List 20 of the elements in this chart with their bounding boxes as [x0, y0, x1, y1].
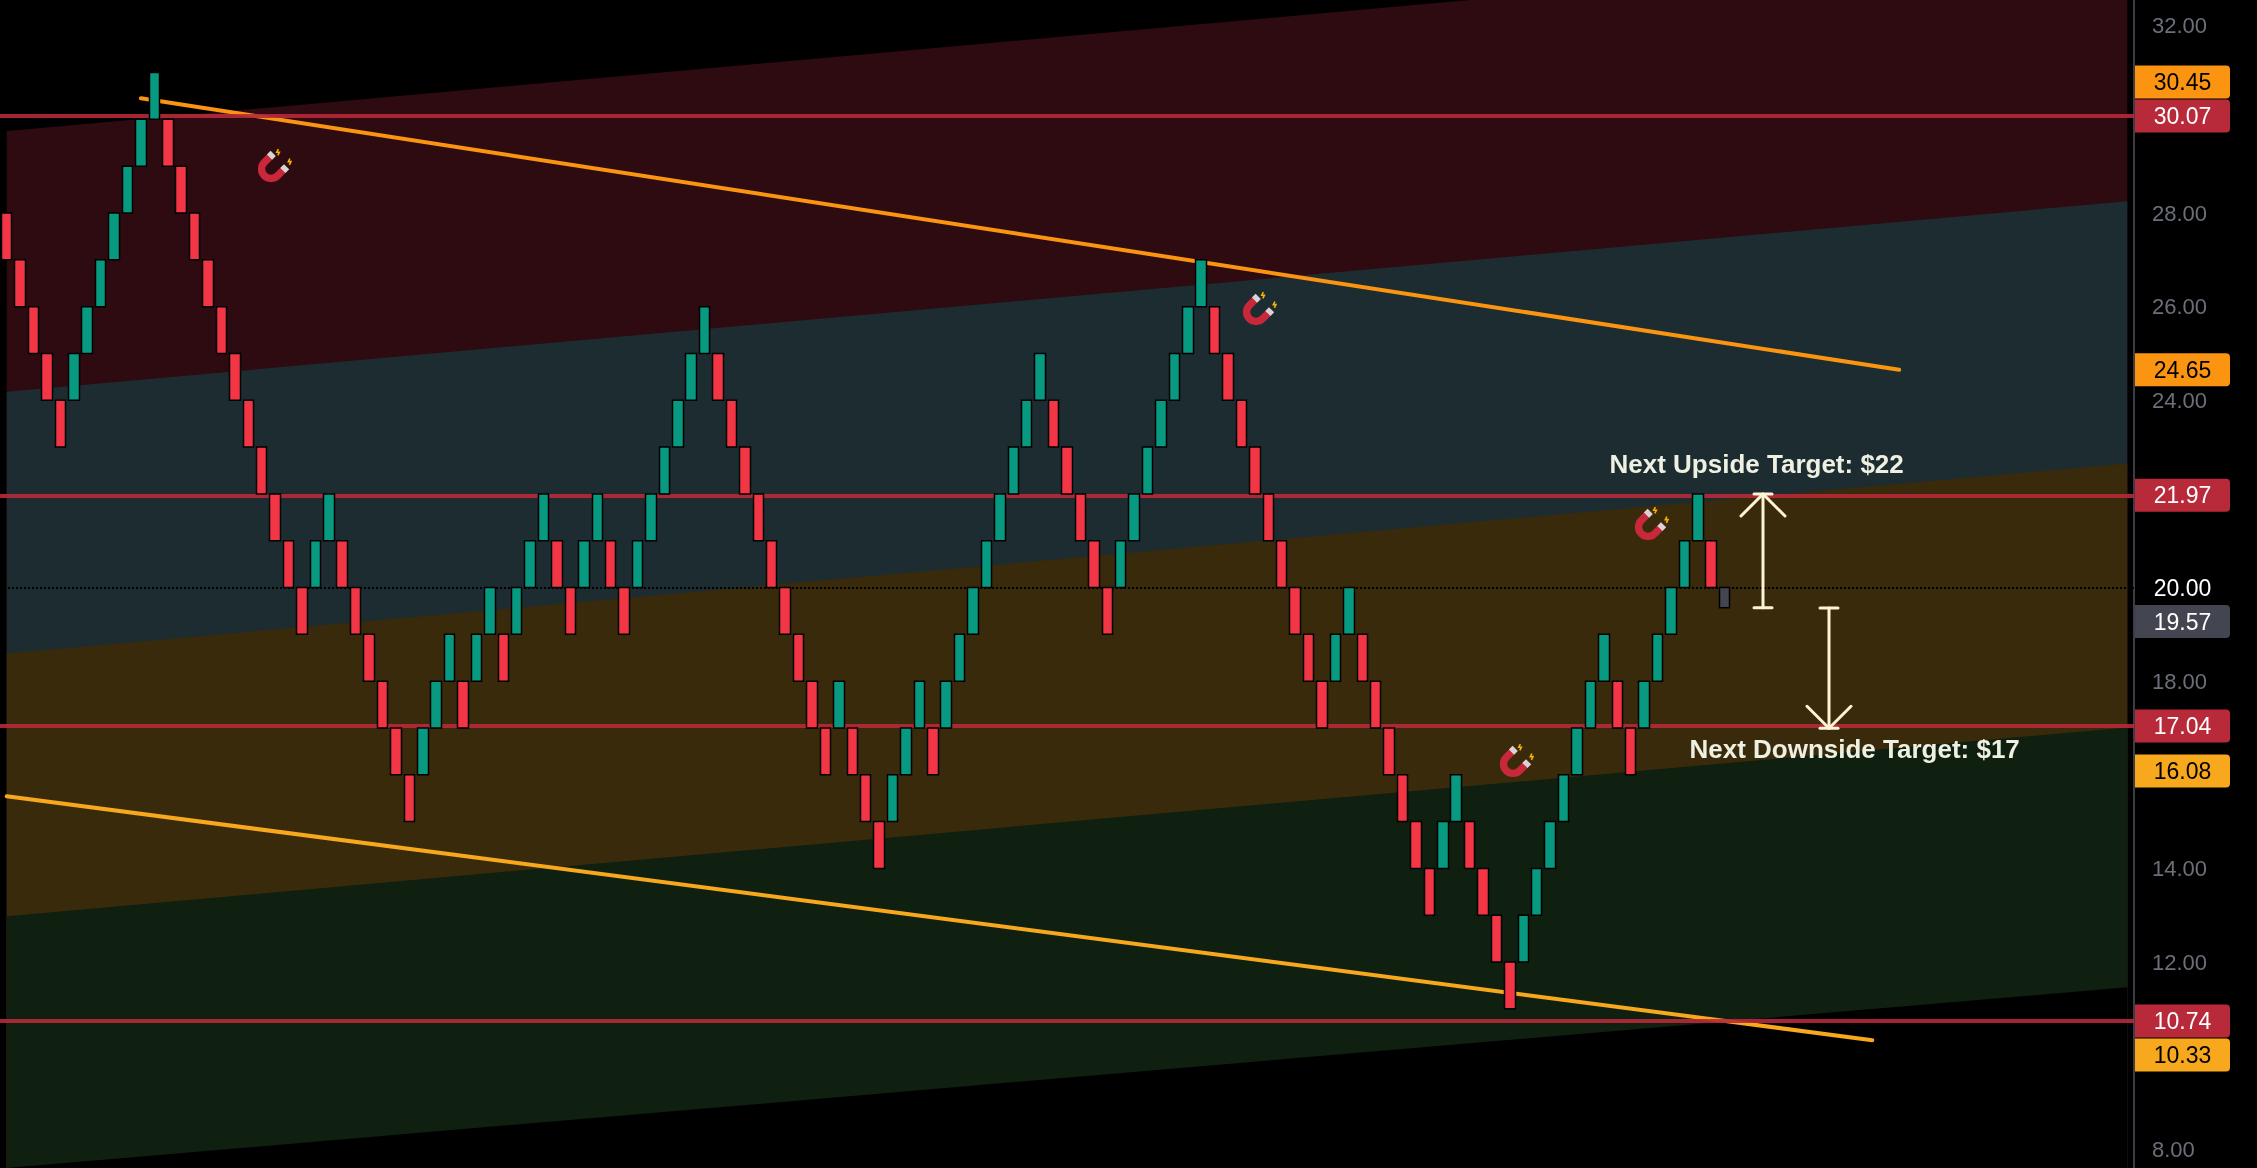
y-tick-label: 18.00 [2152, 668, 2208, 694]
y-tick-label: 32.00 [2152, 13, 2208, 39]
text: 19.57 [2153, 608, 2212, 635]
text: 10.33 [2153, 1042, 2212, 1069]
y-tick-label: 28.00 [2152, 200, 2208, 226]
annotation: Next Downside Target: $17 [1689, 733, 2020, 764]
y-tick-label: 14.00 [2152, 855, 2208, 881]
y-tick-label: 24.00 [2152, 387, 2208, 413]
ref-line-label: 21.97 [2153, 482, 2212, 509]
ref-line-label: 10.74 [2153, 1008, 2212, 1035]
text: 30.45 [2153, 69, 2212, 96]
ref-line-label: 20.00 [2153, 574, 2212, 601]
annotation: Next Upside Target: $22 [1609, 448, 1904, 479]
y-tick-label: 26.00 [2152, 294, 2208, 320]
y-tick-label: 12.00 [2152, 949, 2208, 975]
ref-line-label: 30.07 [2153, 103, 2212, 130]
text: 24.65 [2153, 356, 2212, 383]
text: 16.08 [2153, 758, 2212, 785]
y-tick-label: 8.00 [2152, 1136, 2195, 1162]
ref-line-label: 17.04 [2153, 713, 2212, 740]
